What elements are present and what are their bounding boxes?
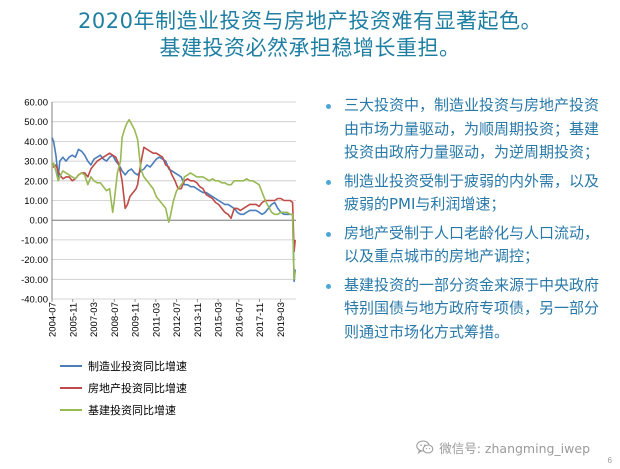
slide-title: 2020年制造业投资与房地产投资难有显著起色。 基建投资必然承担稳增长重担。 [0,8,620,62]
bullet-item: 房地产受制于人口老龄化与人口流动，以及重点城市的房地产调控； [322,222,610,269]
legend-label: 制造业投资同比增速 [88,359,187,373]
legend-label: 基建投资同比增速 [88,403,176,417]
x-tick-label: 2015-03 [214,302,225,337]
bullet-dot-icon [326,104,331,109]
x-tick-label: 2008-07 [110,302,121,337]
y-tick-label: -20.00 [21,255,48,266]
x-tick-label: 2019-03 [276,302,287,337]
investment-growth-chart: 60.00 50.00 40.00 30.00 20.00 10.00 0.00 -10.00… [0,90,310,430]
bullet-dot-icon [326,283,331,289]
x-tick-label: 2005-11 [68,303,79,337]
page-number: 6 [607,456,612,465]
series-line [51,146,296,253]
y-tick-label: 60.00 [24,98,48,109]
chart-svg: 60.00 50.00 40.00 30.00 20.00 10.00 0.00 -10.00… [21,98,296,417]
series-line [51,118,296,281]
title-line-2: 基建投资必然承担稳增长重担。 [159,36,461,60]
bullet-dot-icon [326,231,331,237]
x-tick-label: 2017-11 [255,303,266,337]
wechat-icon [416,440,434,455]
bullet-item: 三大投资中，制造业投资与房地产投资由市场力量驱动，为顺周期投资；基建投资由政府力… [322,94,610,165]
bullet-dot-icon [326,179,331,185]
legend-label: 房地产投资同比增速 [88,381,187,395]
bullet-text: 房地产受制于人口老龄化与人口流动，以及重点城市的房地产调控； [344,223,600,266]
bullet-item: 基建投资的一部分资金来源于中央政府特别国债与地方政府专项债，另一部分则通过市场化… [322,274,610,345]
footer-watermark: 微信号: zhangming_iwep [416,438,590,457]
y-tick-label: -40.00 [21,295,48,306]
y-tick-label: -10.00 [21,235,48,246]
y-tick-label: 30.00 [24,157,48,168]
x-tick-label: 2012-07 [172,302,183,337]
x-tick-label: 2011-03 [151,303,162,337]
bullet-list: 三大投资中，制造业投资与房地产投资由市场力量驱动，为顺周期投资；基建投资由政府力… [322,94,610,349]
y-tick-label: 20.00 [24,176,48,187]
x-tick-label: 2004-07 [48,302,59,337]
bullet-text: 三大投资中，制造业投资与房地产投资由市场力量驱动，为顺周期投资；基建投资由政府力… [344,96,600,161]
y-tick-label: 10.00 [24,196,48,207]
x-tick-label: 2007-03 [89,302,100,337]
y-tick-label: -30.00 [21,275,48,286]
y-tick-label: 0.00 [30,216,49,227]
bullet-item: 制造业投资受制于疲弱的内外需，以及疲弱的PMI与利润增速； [322,170,610,217]
x-tick-label: 2016-07 [234,302,245,337]
title-line-1: 2020年制造业投资与房地产投资难有显著起色。 [78,9,542,33]
x-tick-label: 2009-11 [131,303,142,337]
series-line [51,137,296,283]
bullet-text: 制造业投资受制于疲弱的内外需，以及疲弱的PMI与利润增速； [344,171,600,214]
y-tick-label: 40.00 [24,137,48,148]
x-tick-label: 2013-11 [193,303,204,337]
y-tick-label: 50.00 [24,117,48,128]
footer-text: 微信号: zhangming_iwep [439,441,590,456]
bullet-text: 基建投资的一部分资金来源于中央政府特别国债与地方政府专项债，另一部分则通过市场化… [344,275,600,341]
